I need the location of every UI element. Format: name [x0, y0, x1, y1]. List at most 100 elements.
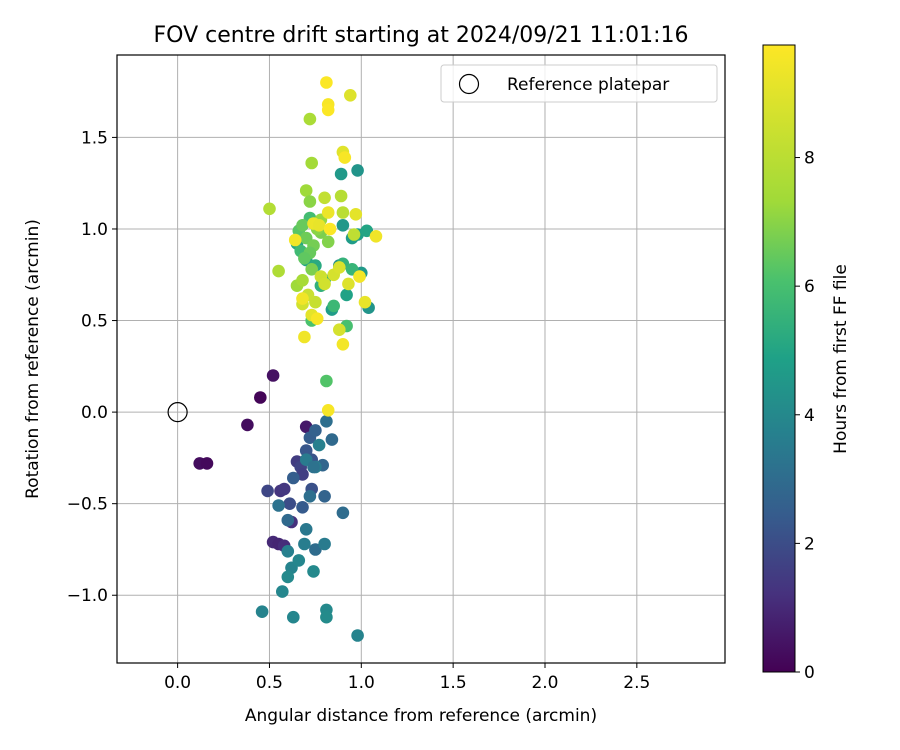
data-point — [351, 164, 364, 177]
colorbar-label: Hours from first FF file — [831, 264, 851, 454]
data-point — [334, 167, 348, 181]
y-tick-label: 1.0 — [81, 220, 108, 240]
y-axis-ticks: −1.0 −0.5 0.0 0.5 1.0 1.5 — [67, 128, 117, 606]
data-point — [344, 89, 357, 102]
data-point — [272, 264, 285, 278]
data-point — [287, 471, 300, 485]
y-tick-label: 0.5 — [81, 312, 108, 332]
colorbar-gradient — [762, 44, 796, 673]
data-point — [288, 233, 302, 247]
data-point — [261, 484, 274, 498]
data-point — [320, 610, 333, 624]
data-point — [318, 490, 331, 503]
data-point — [266, 369, 280, 382]
data-point — [298, 330, 311, 344]
data-point — [321, 206, 335, 219]
data-point — [303, 112, 317, 126]
y-tick-label: 0.0 — [81, 403, 108, 423]
data-point — [338, 151, 352, 164]
data-point — [292, 554, 306, 567]
x-tick-label: 2.5 — [623, 673, 650, 693]
data-point — [296, 219, 309, 232]
data-point — [318, 191, 331, 205]
data-point — [360, 224, 374, 238]
colorbar-tick-label: 8 — [804, 149, 815, 169]
legend: Reference platepar — [440, 64, 718, 103]
data-point — [305, 156, 319, 170]
data-point — [298, 251, 311, 265]
grid-lines — [117, 55, 725, 663]
data-point — [307, 565, 320, 578]
data-point — [307, 460, 320, 474]
data-point — [333, 261, 346, 274]
y-axis-label: Rotation from reference (arcmin) — [23, 219, 43, 499]
data-point — [299, 184, 313, 197]
data-point — [296, 501, 309, 514]
data-point — [303, 195, 317, 208]
data-point — [358, 295, 372, 309]
data-point — [310, 312, 324, 326]
data-point — [336, 338, 350, 351]
data-point — [369, 230, 383, 243]
data-point — [263, 202, 276, 216]
data-point — [309, 543, 322, 556]
data-point — [320, 76, 333, 89]
data-point — [318, 537, 331, 551]
colorbar-tick-label: 4 — [804, 406, 815, 426]
data-point — [272, 499, 285, 512]
colorbar-ticks: 0 2 4 6 8 — [795, 149, 815, 683]
y-tick-label: −0.5 — [67, 495, 108, 515]
data-points — [193, 76, 383, 642]
data-point — [200, 457, 214, 470]
chart-title: FOV centre drift starting at 2024/09/21 … — [154, 23, 689, 48]
data-point — [299, 523, 313, 536]
legend-marker-icon — [458, 73, 480, 95]
legend-box — [440, 64, 718, 103]
x-tick-label: 0.0 — [164, 673, 191, 693]
data-point — [309, 424, 322, 437]
data-point — [342, 277, 355, 291]
x-tick-label: 1.0 — [348, 673, 375, 693]
colorbar: 0 2 4 6 8 Hours from first FF file — [762, 44, 851, 683]
data-point — [298, 537, 311, 551]
data-point — [336, 219, 350, 232]
data-point — [283, 497, 297, 511]
data-point — [296, 274, 309, 287]
data-point — [281, 570, 295, 584]
data-point — [333, 323, 346, 337]
data-point — [325, 433, 339, 446]
reference-marker-group — [167, 402, 188, 423]
data-point — [312, 438, 326, 452]
colorbar-tick-label: 6 — [804, 277, 815, 297]
data-point — [277, 482, 291, 496]
plot-area — [116, 54, 726, 664]
data-point — [327, 299, 341, 313]
reference-platepar-marker — [167, 402, 188, 423]
data-point — [351, 629, 364, 642]
data-point — [340, 288, 353, 302]
data-point — [305, 263, 319, 276]
data-point — [281, 545, 295, 558]
data-point — [320, 415, 333, 428]
data-point — [296, 292, 309, 305]
x-tick-label: 2.0 — [531, 673, 558, 693]
data-point — [323, 222, 337, 236]
x-axis-ticks: 0.0 0.5 1.0 1.5 2.0 2.5 — [164, 663, 650, 693]
data-point — [321, 235, 335, 249]
plot-frame — [116, 54, 726, 664]
data-point — [347, 228, 361, 241]
data-point — [303, 490, 317, 503]
data-point — [312, 219, 326, 232]
legend-label: Reference platepar — [507, 75, 669, 95]
data-point — [320, 374, 333, 388]
data-point — [321, 103, 335, 117]
colorbar-tick-label: 2 — [804, 534, 815, 554]
x-tick-label: 0.5 — [256, 673, 283, 693]
data-point — [253, 391, 267, 404]
data-point — [281, 513, 295, 527]
data-point — [276, 585, 289, 598]
data-point — [349, 208, 363, 221]
data-point — [299, 444, 313, 457]
data-point — [255, 605, 269, 618]
